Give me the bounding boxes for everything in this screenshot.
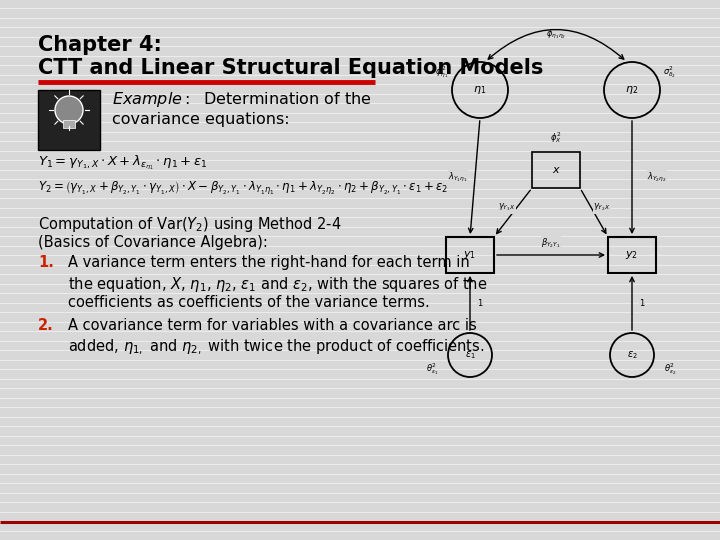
Text: $\mathit{Example:}$  Determination of the: $\mathit{Example:}$ Determination of the [112,90,372,109]
Text: $\sigma^2_{\delta_2}$: $\sigma^2_{\delta_2}$ [663,64,677,80]
Text: (Basics of Covariance Algebra):: (Basics of Covariance Algebra): [38,235,268,250]
Text: CTT and Linear Structural Equation Models: CTT and Linear Structural Equation Model… [38,58,544,78]
Text: $x$: $x$ [552,165,560,175]
Text: $\lambda_{Y_1\eta_1}$: $\lambda_{Y_1\eta_1}$ [448,171,468,184]
Text: covariance equations:: covariance equations: [112,112,289,127]
Text: A variance term enters the right-hand for each term in: A variance term enters the right-hand fo… [68,255,469,270]
Text: $Y_2 = \left(\gamma_{Y_1,X} + \beta_{Y_2,Y_1} \cdot \gamma_{Y_1,X}\right) \cdot : $Y_2 = \left(\gamma_{Y_1,X} + \beta_{Y_2… [38,180,448,198]
Text: $\phi_{\eta_1\eta_2}$: $\phi_{\eta_1\eta_2}$ [546,28,566,40]
Text: $\eta_2$: $\eta_2$ [626,84,639,96]
Text: coefficients as coefficients of the variance terms.: coefficients as coefficients of the vari… [68,295,430,310]
Text: $\theta^2_{\varepsilon_2}$: $\theta^2_{\varepsilon_2}$ [664,361,676,377]
Text: $\eta_1$: $\eta_1$ [473,84,487,96]
Text: 1.: 1. [38,255,54,270]
Text: added, $\eta_{1,}$ and $\eta_{2,}$ with twice the product of coefficients.: added, $\eta_{1,}$ and $\eta_{2,}$ with … [68,338,485,357]
FancyBboxPatch shape [38,90,100,150]
Text: Chapter 4:: Chapter 4: [38,35,162,55]
Text: $\theta^2_{\varepsilon_1}$: $\theta^2_{\varepsilon_1}$ [426,361,438,377]
Text: $\gamma_{Y_2X}$: $\gamma_{Y_2X}$ [593,202,611,213]
Text: $\phi^2_X$: $\phi^2_X$ [550,131,562,145]
FancyArrowPatch shape [488,30,624,59]
Text: $\varepsilon_2$: $\varepsilon_2$ [626,349,637,361]
Text: $\lambda_{Y_2\eta_2}$: $\lambda_{Y_2\eta_2}$ [647,171,667,184]
Text: $\phi^2_{\eta_1}$: $\phi^2_{\eta_1}$ [436,64,449,80]
Text: the equation, $X$, $\eta_1$, $\eta_2$, $\varepsilon_1$ and $\varepsilon_2$, with: the equation, $X$, $\eta_1$, $\eta_2$, $… [68,275,487,294]
Text: $\varepsilon_1$: $\varepsilon_1$ [464,349,475,361]
Text: $y_2$: $y_2$ [626,249,639,261]
Text: A covariance term for variables with a covariance arc is: A covariance term for variables with a c… [68,318,477,333]
FancyBboxPatch shape [63,120,75,128]
Circle shape [55,96,83,124]
Text: 1: 1 [477,299,482,307]
Text: $\beta_{Y_2Y_1}$: $\beta_{Y_2Y_1}$ [541,236,561,250]
Text: $y_1$: $y_1$ [464,249,477,261]
Text: 2.: 2. [38,318,54,333]
Text: $\gamma_{Y_1X}$: $\gamma_{Y_1X}$ [498,202,516,213]
Text: $Y_1 = \gamma_{Y_1,X} \cdot X + \lambda_{\varepsilon_{\eta_1}} \cdot \eta_1 + \v: $Y_1 = \gamma_{Y_1,X} \cdot X + \lambda_… [38,154,208,172]
Text: Computation of Var($Y_2$) using Method 2-4: Computation of Var($Y_2$) using Method 2… [38,215,342,234]
Text: 1: 1 [639,299,644,307]
